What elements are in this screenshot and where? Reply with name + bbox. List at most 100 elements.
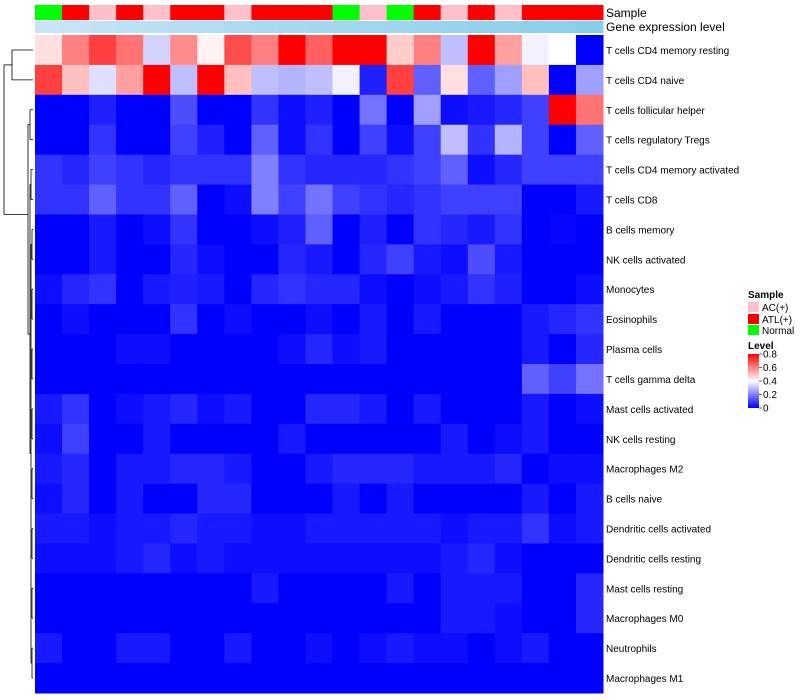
heatmap-cell <box>278 304 306 335</box>
heatmap-cell <box>278 423 306 455</box>
heatmap-cell <box>359 423 388 455</box>
heatmap-cell <box>332 453 361 485</box>
heatmap-cell <box>575 274 604 305</box>
heatmap-cell <box>494 453 523 485</box>
heatmap-cell <box>305 663 334 694</box>
heatmap-cell <box>359 154 388 186</box>
heatmap-cell <box>143 274 171 305</box>
heatmap-cell <box>413 513 442 544</box>
sample-annotation-cell <box>251 5 279 20</box>
heatmap-cell <box>170 633 198 664</box>
heatmap-cell <box>386 244 415 275</box>
heatmap-cell <box>197 334 225 365</box>
heatmap-cell <box>359 35 388 66</box>
heatmap-cell <box>251 35 279 66</box>
heatmap-cell <box>332 334 361 365</box>
heatmap-cell <box>494 393 523 425</box>
row-label: Monocytes <box>606 285 654 296</box>
heatmap-cell <box>575 393 604 425</box>
heatmap-cell <box>116 274 144 305</box>
legend-swatch-normal <box>748 325 759 335</box>
row-label: Macrophages M0 <box>606 614 684 625</box>
sample-annotation-cell <box>548 5 577 20</box>
gene-expression-cell <box>116 21 144 33</box>
heatmap-cell <box>62 633 90 664</box>
heatmap-cell <box>548 304 577 335</box>
heatmap-cell <box>467 393 496 425</box>
heatmap-cell <box>386 483 415 515</box>
gene-expression-cell <box>332 21 361 33</box>
heatmap-cell <box>305 423 334 455</box>
heatmap-cell <box>440 364 469 395</box>
row-label: Eosinophils <box>606 315 657 326</box>
heatmap-cell <box>575 184 604 215</box>
heatmap-cell <box>305 64 334 96</box>
heatmap-cell <box>224 214 252 245</box>
heatmap-cell <box>251 513 279 544</box>
heatmap-cell <box>386 154 415 186</box>
heatmap-cell <box>332 214 361 245</box>
heatmap-cell <box>89 334 117 365</box>
heatmap-cell <box>170 64 198 96</box>
heatmap-cell <box>116 64 144 96</box>
heatmap-cell <box>35 423 63 455</box>
sample-annotation-cell <box>89 5 117 20</box>
heatmap-cell <box>251 423 279 455</box>
heatmap-cell <box>143 154 171 186</box>
heatmap-cell <box>89 543 117 574</box>
heatmap-cell <box>413 94 442 126</box>
heatmap-cell <box>413 603 442 634</box>
heatmap-cell <box>386 453 415 485</box>
heatmap-cell <box>197 184 225 215</box>
gene-expression-cell <box>521 21 550 33</box>
heatmap-cell <box>440 64 469 96</box>
heatmap-cell <box>548 364 577 395</box>
heatmap-cell <box>278 543 306 574</box>
heatmap-cell <box>170 483 198 515</box>
heatmap-cell <box>89 244 117 275</box>
heatmap-cell <box>494 364 523 395</box>
heatmap-cell <box>143 124 171 156</box>
heatmap-cell <box>143 423 171 455</box>
heatmap-cell <box>494 244 523 275</box>
heatmap-cell <box>521 573 550 604</box>
heatmap-cell <box>89 64 117 96</box>
heatmap-cell <box>116 543 144 574</box>
heatmap-cell <box>89 573 117 604</box>
row-label: T cells regulatory Tregs <box>606 136 710 147</box>
heatmap-cell <box>548 274 577 305</box>
heatmap-cell <box>521 483 550 515</box>
heatmap-cell <box>467 35 496 66</box>
heatmap-cell <box>89 393 117 425</box>
heatmap-cell <box>170 214 198 245</box>
gene-expression-cell <box>89 21 117 33</box>
heatmap-cell <box>467 513 496 544</box>
heatmap-cell <box>89 663 117 694</box>
heatmap-cell <box>521 94 550 126</box>
heatmap-cell <box>62 214 90 245</box>
heatmap-cell <box>521 543 550 574</box>
heatmap-cell <box>224 483 252 515</box>
row-label: Plasma cells <box>606 345 662 356</box>
heatmap-cell <box>143 64 171 96</box>
heatmap-cell <box>332 184 361 215</box>
heatmap-cell <box>359 393 388 425</box>
heatmap-cell <box>197 124 225 156</box>
heatmap-cell <box>116 94 144 126</box>
heatmap-cell <box>35 364 63 395</box>
heatmap-cell <box>359 663 388 694</box>
heatmap-cell <box>35 483 63 515</box>
heatmap-cell <box>278 364 306 395</box>
heatmap-cell <box>251 214 279 245</box>
sample-annotation-cell <box>440 5 469 20</box>
gene-expression-cell <box>386 21 415 33</box>
row-label: T cells follicular helper <box>606 106 705 117</box>
heatmap-cell <box>62 603 90 634</box>
heatmap-cell <box>278 663 306 694</box>
row-label: Mast cells activated <box>606 405 693 416</box>
heatmap-cell <box>35 184 63 215</box>
heatmap-cell <box>359 573 388 604</box>
heatmap-cell <box>278 64 306 96</box>
sample-annotation-cell <box>305 5 334 20</box>
heatmap-cell <box>197 513 225 544</box>
